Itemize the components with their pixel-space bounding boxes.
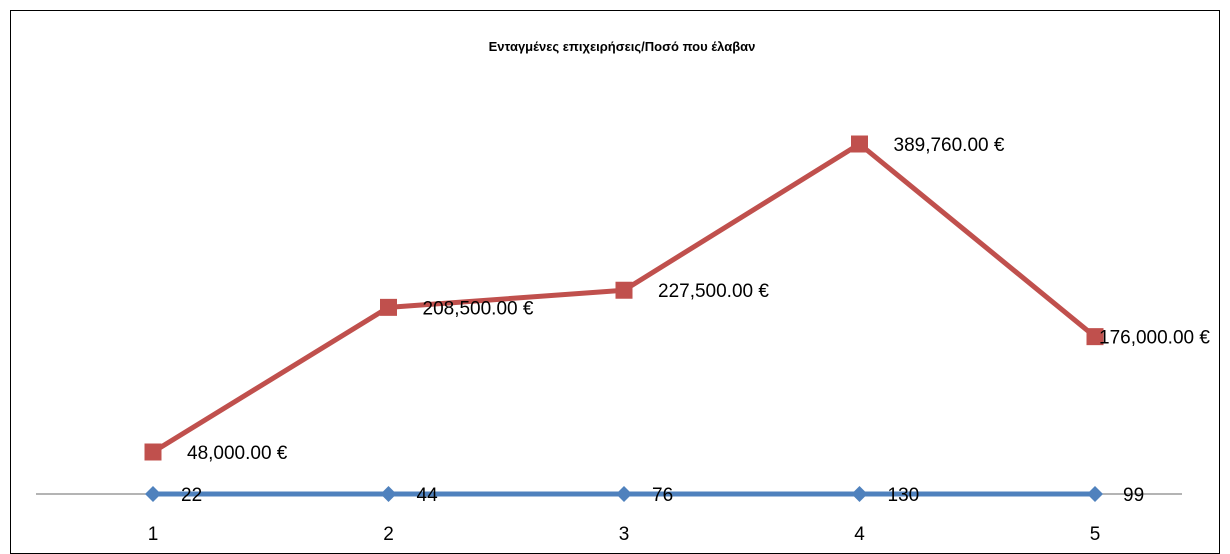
data-label-blue: 99 (1123, 485, 1144, 506)
x-tick-label: 2 (383, 524, 394, 545)
data-label-blue: 130 (888, 485, 920, 506)
series-point-blue (851, 486, 868, 502)
data-label-red: 176,000.00 € (1099, 328, 1210, 349)
data-label-red: 208,500.00 € (423, 298, 534, 319)
series-point-red (851, 135, 868, 153)
chart-title: Ενταγμένες επιχειρήσεις/Ποσό που έλαβαν (489, 39, 756, 54)
x-tick-label: 4 (854, 524, 865, 545)
data-label-red: 48,000.00 € (187, 443, 288, 464)
series-point-blue (145, 486, 161, 502)
data-label-blue: 44 (417, 485, 439, 506)
series-layer (144, 135, 1104, 502)
chart-border (10, 10, 1220, 554)
series-point-red (1086, 328, 1104, 346)
data-label-red: 227,500.00 € (658, 281, 769, 302)
x-tick-labels: 1 2 3 4 5 (148, 524, 1101, 545)
data-label-blue: 76 (652, 485, 673, 506)
series-point-blue (616, 486, 632, 502)
data-labels: 22 44 76 130 99 48,000.00 € 208,500.00 € 227,50… (181, 135, 1210, 506)
series-point-red (380, 298, 397, 316)
x-tick-label: 1 (148, 524, 159, 545)
x-tick-label: 5 (1090, 524, 1101, 545)
series-point-red (615, 281, 633, 299)
data-label-red: 389,760.00 € (894, 135, 1005, 156)
x-tick-label: 3 (619, 524, 630, 545)
data-label-blue: 22 (181, 485, 202, 506)
series-point-blue (380, 486, 397, 502)
series-point-red (144, 443, 162, 461)
series-point-blue (1087, 486, 1103, 502)
